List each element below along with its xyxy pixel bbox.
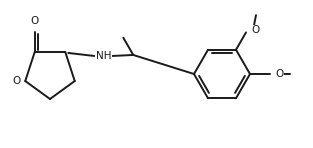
- Text: O: O: [12, 76, 20, 86]
- Text: NH: NH: [95, 51, 111, 61]
- Text: O: O: [251, 25, 259, 35]
- Text: O: O: [275, 69, 283, 79]
- Text: O: O: [31, 16, 39, 26]
